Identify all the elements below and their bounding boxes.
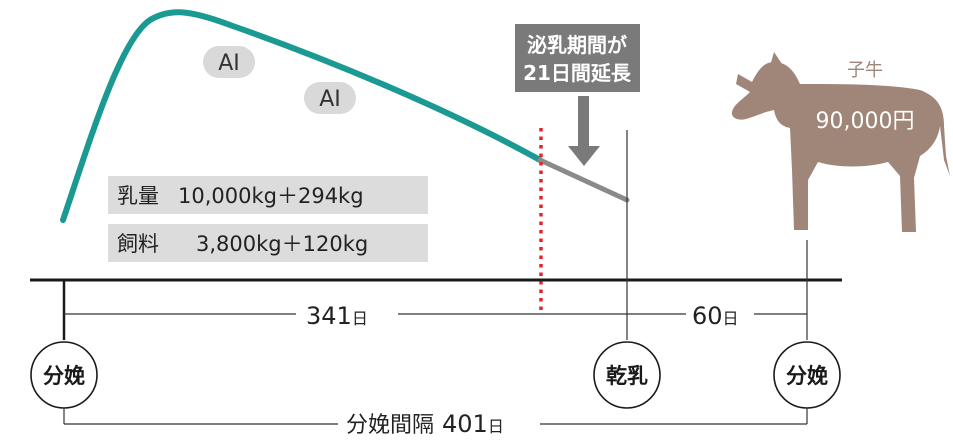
- ai-badge: AI: [304, 82, 356, 114]
- ai-badge-label: AI: [218, 51, 240, 76]
- lactation-interval: 341日: [306, 302, 368, 330]
- feed-box: 飼料 3,800kg＋120kg: [108, 224, 428, 262]
- dry-off-node: 乾乳: [593, 341, 661, 409]
- dry-interval: 60日: [692, 302, 739, 330]
- down-arrow-icon: [568, 96, 600, 166]
- feed-value: 3,800kg＋120kg: [196, 232, 368, 256]
- calving-interval-label: 分娩間隔: [346, 413, 434, 438]
- calf-icon: [731, 52, 950, 232]
- calving-start-node: 分娩: [30, 341, 98, 409]
- dry-days-unit: 日: [723, 309, 739, 328]
- calving-end-label: 分娩: [786, 364, 828, 388]
- ai-badge: AI: [203, 46, 255, 78]
- ai-badge-label: AI: [319, 87, 341, 112]
- milk-yield-box: 乳量 10,000kg＋294kg: [108, 176, 428, 214]
- calving-interval-unit: 日: [488, 417, 504, 436]
- extension-curve: [537, 157, 630, 203]
- milk-value: 10,000kg＋294kg: [178, 184, 364, 208]
- callout: 泌乳期間が 21日間延長: [515, 24, 640, 92]
- feed-label: 飼料: [117, 232, 159, 256]
- calf-label: 子牛: [847, 60, 883, 81]
- lactation-days-value: 341: [306, 302, 352, 330]
- lactation-days-unit: 日: [352, 309, 368, 328]
- calving-end-node: 分娩: [773, 341, 841, 409]
- calving-interval: 分娩間隔 401日: [346, 410, 504, 438]
- lactation-curve: [60, 9, 543, 223]
- calving-start-label: 分娩: [43, 364, 85, 388]
- milk-label: 乳量: [117, 184, 159, 208]
- calf-price: 90,000円: [816, 109, 915, 134]
- dry-days-value: 60: [692, 302, 723, 330]
- calving-interval-value: 401: [442, 410, 488, 438]
- callout-line1: 泌乳期間が: [527, 33, 627, 57]
- callout-line2: 21日間延長: [523, 61, 632, 85]
- dry-off-label: 乾乳: [606, 364, 648, 388]
